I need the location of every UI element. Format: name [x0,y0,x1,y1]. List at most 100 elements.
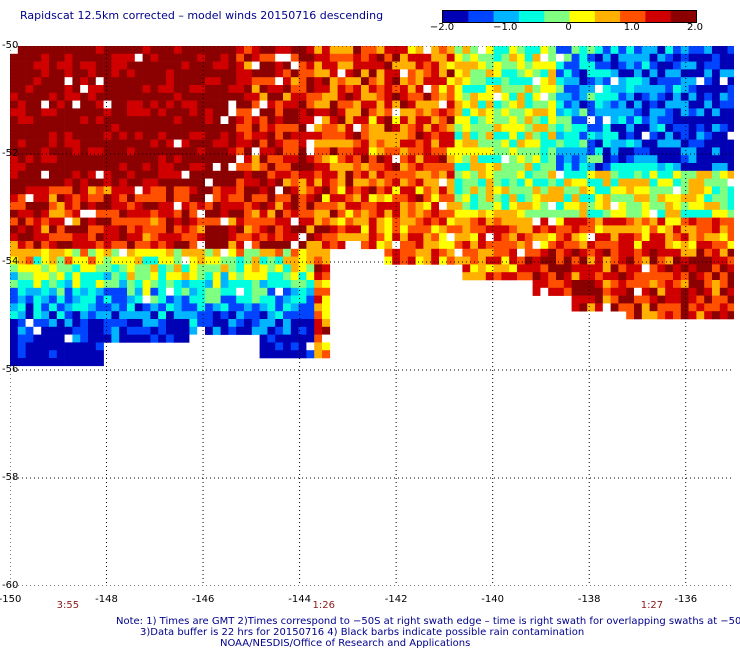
data-cell [704,124,713,133]
data-cell [88,287,97,296]
data-cell [158,61,167,70]
data-cell [64,92,73,101]
data-cell [493,202,502,211]
data-cell [290,77,299,86]
data-cell [228,194,237,203]
data-cell [80,295,89,304]
data-cell [267,319,276,328]
data-cell [251,287,260,296]
data-cell [384,170,393,179]
data-cell [665,241,674,250]
data-cell [56,264,65,273]
data-cell [10,264,19,273]
data-cell [17,108,26,117]
data-cell [649,311,658,320]
data-cell [384,209,393,218]
data-cell [610,295,619,304]
data-cell [680,186,689,195]
data-cell [80,280,89,289]
data-cell [10,92,19,101]
data-cell [493,116,502,125]
data-cell [197,287,206,296]
data-cell [501,124,510,133]
data-cell [548,248,557,257]
data-cell [298,100,307,109]
data-cell [431,108,440,117]
data-cell [462,256,471,265]
data-cell [259,147,268,156]
data-cell [610,116,619,125]
data-cell [353,155,362,164]
data-cell [470,186,479,195]
data-cell [571,124,580,133]
data-cell [134,92,143,101]
data-cell [423,108,432,117]
data-cell [298,53,307,62]
data-cell [423,61,432,70]
data-cell [290,272,299,281]
data-cell [415,53,424,62]
data-cell [25,178,34,187]
data-cell [259,272,268,281]
data-cell [212,295,221,304]
data-cell [345,202,354,211]
data-cell [275,334,284,343]
data-cell [719,77,728,86]
data-cell [446,194,455,203]
data-cell [134,319,143,328]
data-cell [493,108,502,117]
colorbar [442,10,697,23]
data-cell [540,170,549,179]
data-cell [595,194,604,203]
data-cell [197,131,206,140]
data-cell [119,139,128,148]
data-cell [33,186,42,195]
data-cell [150,209,159,218]
data-cell [134,256,143,265]
data-cell [72,287,81,296]
data-cell [103,256,112,265]
data-cell [17,280,26,289]
data-cell [602,139,611,148]
data-cell [10,350,19,359]
data-cell [298,295,307,304]
data-cell [228,217,237,226]
data-cell [353,147,362,156]
data-cell [25,116,34,125]
data-cell [95,124,104,133]
longitude-label: -146 [191,594,215,605]
data-cell [95,163,104,172]
data-cell [610,69,619,78]
data-cell [509,272,518,281]
data-cell [244,85,253,94]
data-cell [423,53,432,62]
data-cell [579,194,588,203]
data-cell [173,163,182,172]
data-cell [673,186,682,195]
data-cell [329,163,338,172]
data-cell [103,116,112,125]
data-cell [244,280,253,289]
data-cell [298,178,307,187]
data-cell [462,264,471,273]
data-cell [688,178,697,187]
data-cell [345,147,354,156]
data-cell [485,241,494,250]
data-cell [72,202,81,211]
data-cell [41,342,50,351]
data-cell [72,53,81,62]
data-cell [189,264,198,273]
data-cell [275,69,284,78]
data-cell [649,69,658,78]
data-cell [33,233,42,242]
data-cell [205,131,214,140]
data-cell [696,186,705,195]
data-cell [142,139,151,148]
data-cell [657,53,666,62]
data-cell [283,303,292,312]
data-cell [259,225,268,234]
data-cell [571,295,580,304]
data-cell [220,280,229,289]
data-cell [618,248,627,257]
data-cell [56,194,65,203]
